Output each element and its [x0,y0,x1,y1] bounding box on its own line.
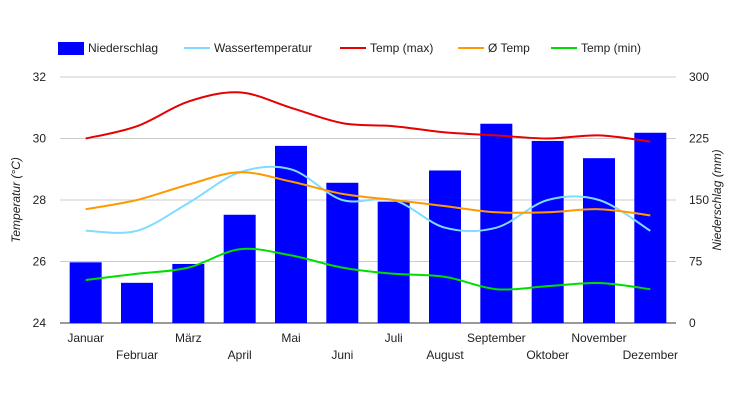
precipitation-bar [121,282,153,323]
legend-label: Niederschlag [88,41,158,55]
legend-temp-avg: Ø Temp [458,41,530,55]
legend-swatch [58,42,84,55]
right-tick-label: 225 [689,132,709,146]
category-label: März [175,331,202,345]
precipitation-bar [69,262,102,323]
category-label: Oktober [526,348,569,362]
category-label: Juni [331,348,353,362]
precipitation-bars [69,123,667,324]
category-label: Mai [281,331,300,345]
left-axis-title: Temperatur (°C) [9,157,23,243]
category-label: Januar [67,331,104,345]
category-label: Februar [116,348,158,362]
legend-temp-min: Temp (min) [551,41,641,55]
precipitation-bar [429,170,461,323]
left-tick-label: 32 [33,70,47,84]
legend-precipitation: Niederschlag [58,41,158,55]
left-tick-label: 28 [33,193,47,207]
category-label: Juli [385,331,403,345]
left-tick-label: 24 [33,316,47,330]
right-tick-label: 300 [689,70,709,84]
temp-max-line [85,91,651,143]
precipitation-bar [275,145,307,323]
legend-label: Wassertemperatur [214,41,312,55]
precipitation-bar [377,201,410,323]
left-tick-label: 26 [33,255,47,269]
precipitation-bar [634,132,667,323]
right-tick-label: 75 [689,255,703,269]
category-label: Dezember [623,348,678,362]
temperature-lines [85,91,651,291]
temp-avg-line [85,171,651,217]
category-label: September [467,331,526,345]
right-tick-label: 0 [689,316,696,330]
right-axis-title: Niederschlag (mm) [710,149,724,250]
precipitation-bar [531,140,564,323]
legend-label: Temp (max) [370,41,433,55]
axes: 24 26 28 30 32 0 75 150 225 300 Januar Februar März A… [33,70,710,362]
category-label: April [228,348,252,362]
left-tick-label: 30 [33,132,47,146]
precipitation-bar [326,182,359,323]
legend: Niederschlag Wassertemperatur Temp (max) Ø … [58,41,641,55]
legend-label: Temp (min) [581,41,641,55]
precipitation-bar [172,263,205,323]
category-label: November [571,331,626,345]
temp-min-line [85,247,651,291]
right-tick-label: 150 [689,193,709,207]
precipitation-bar [583,158,615,323]
water-temp-line [85,165,651,234]
precipitation-bar [223,214,256,323]
legend-temp-max: Temp (max) [340,41,433,55]
legend-label: Ø Temp [488,41,530,55]
category-label: August [426,348,464,362]
legend-water-temp: Wassertemperatur [184,41,312,55]
